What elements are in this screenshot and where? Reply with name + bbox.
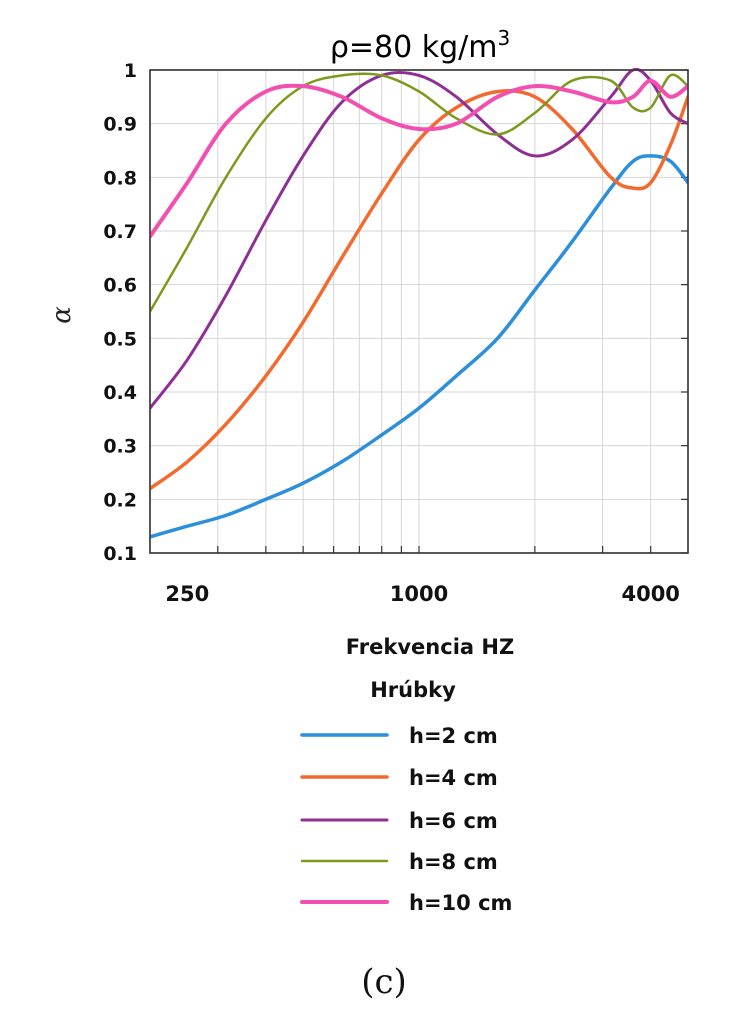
y-tick-label-5: 0.6 [103,275,137,297]
y-tick-labels: 0.1 0.2 0.3 0.4 0.5 0.6 0.7 0.8 0.9 1 [103,60,137,565]
x-tick-labels: 250 1000 4000 [165,582,680,606]
y-tick-label-9: 1 [124,60,137,82]
y-tick-label-4: 0.5 [103,328,137,350]
x-tick-label-1: 1000 [390,582,448,606]
y-axis-label: α [47,306,77,324]
y-tick-label-6: 0.7 [103,221,137,243]
y-tick-label-1: 0.2 [103,489,137,511]
plot-frame [149,69,689,554]
legend-label-4: h=8 cm [409,850,498,874]
legend: h=2 cm h=4 cm h=6 cm h=8 cm h=10 cm [300,724,512,915]
legend-label-2: h=4 cm [409,766,498,790]
x-tick-label-0: 250 [165,582,209,606]
x-tick-label-2: 4000 [621,582,679,606]
figure-caption: (c) [361,962,407,1002]
y-tick-label-0: 0.1 [103,543,137,565]
y-tick-label-8: 0.9 [103,114,137,136]
legend-label-3: h=6 cm [409,809,498,833]
y-tick-label-7: 0.8 [103,167,137,189]
series-line-1 [150,154,688,539]
series-line-4 [150,72,688,313]
chart-title: ρ=80 kg/m3 [330,26,510,65]
legend-label-5: h=10 cm [409,891,512,915]
y-tick-label-2: 0.3 [103,436,137,458]
legend-title: Hrúbky [370,678,456,702]
x-axis-label: Frekvencia HZ [346,635,514,659]
legend-label-1: h=2 cm [409,724,498,748]
series-line-2 [150,88,688,491]
y-tick-label-3: 0.4 [103,382,137,404]
series-line-5 [150,78,688,239]
